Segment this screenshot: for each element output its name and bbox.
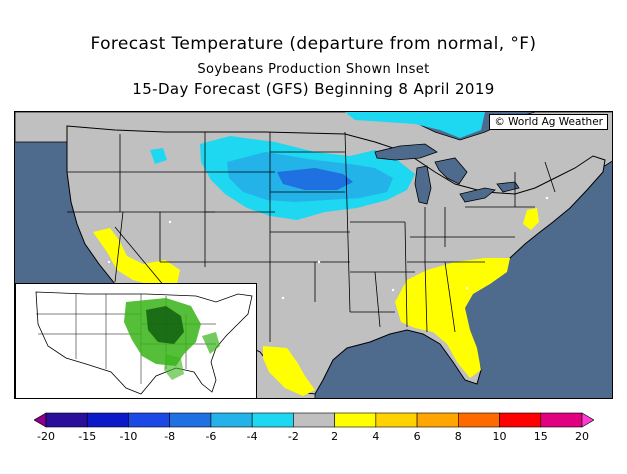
legend-tick-label: -4 <box>246 430 258 443</box>
legend-tick-label: -8 <box>164 430 176 443</box>
forecast-map: © World Ag Weather <box>14 111 613 399</box>
forecast-period: 15-Day Forecast (GFS) Beginning 8 April … <box>132 80 495 98</box>
inset-soybean-production <box>124 298 220 380</box>
legend-bin <box>210 412 253 428</box>
legend-bar <box>33 412 595 428</box>
anomaly-warm-yellow <box>93 208 539 396</box>
legend-bin <box>169 412 212 428</box>
legend-bin <box>251 412 294 428</box>
color-legend: -20 -15 -10 -8 -6 -4 -2 2 4 6 8 10 15 20 <box>33 412 595 452</box>
inset-map <box>16 284 256 398</box>
legend-tick-label: 10 <box>492 430 507 443</box>
marker-dots <box>107 196 549 300</box>
legend-tick-label: -20 <box>37 430 55 443</box>
legend-bin <box>458 412 500 428</box>
legend-bin <box>128 412 170 428</box>
legend-bin <box>334 412 377 428</box>
legend-tick-label: 4 <box>372 430 380 443</box>
soybeans-inset-map <box>15 283 257 398</box>
anomaly-cold-blue <box>277 168 353 190</box>
legend-tick-label: 20 <box>575 430 589 443</box>
map-title: Forecast Temperature (departure from nor… <box>90 34 537 54</box>
legend-arrow-min <box>33 412 47 428</box>
state-borders <box>67 131 556 342</box>
legend-tick-label: 8 <box>454 430 462 443</box>
map-subtitle: Soybeans Production Shown Inset <box>197 62 430 77</box>
legend-bin <box>45 412 88 428</box>
legend-bin <box>375 412 418 428</box>
legend-bin <box>416 412 459 428</box>
legend-arrow-max <box>581 412 595 428</box>
legend-tick-label: -2 <box>287 430 299 443</box>
legend-tick-label: 15 <box>533 430 548 443</box>
credit-label: © World Ag Weather <box>489 114 608 130</box>
legend-bin <box>540 412 583 428</box>
legend-tick-label: -10 <box>119 430 138 443</box>
legend-bin <box>86 412 129 428</box>
great-lakes <box>374 143 520 205</box>
legend-bin <box>293 412 335 428</box>
legend-tick-label: -15 <box>78 430 97 443</box>
legend-tick-label: -6 <box>205 430 217 443</box>
legend-tick-label: 2 <box>331 430 339 443</box>
legend-tick-label: 6 <box>413 430 421 443</box>
legend-bin <box>499 412 542 428</box>
